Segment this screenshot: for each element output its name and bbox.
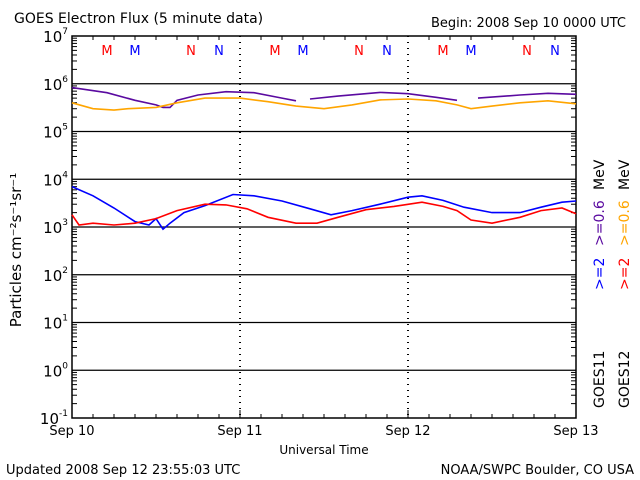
legend-goes12: GOES12 >=2 >=0.6 MeV xyxy=(617,159,633,408)
x-tick-label: Sep 12 xyxy=(385,424,430,439)
y-tick-exponent: -1 xyxy=(59,409,68,419)
series-group xyxy=(71,86,577,231)
x-tick-label: Sep 13 xyxy=(553,424,598,439)
orbit-marker: N xyxy=(186,44,196,59)
begin-label: Begin: 2008 Sep 10 0000 UTC xyxy=(431,16,626,31)
y-tick-label: 101 xyxy=(43,314,68,333)
y-tick-label: 104 xyxy=(43,170,68,189)
x-tick-label: Sep 11 xyxy=(217,424,262,439)
orbit-marker: N xyxy=(550,44,560,59)
legend-goes11-unit: MeV xyxy=(592,159,608,190)
grid: 107 106 105 104 103 102 101 100 1 0 -1 Sep 10 Sep 11… xyxy=(40,27,599,439)
y-tick-exponent: 0 xyxy=(62,361,68,371)
chart-title: GOES Electron Flux (5 minute data) xyxy=(14,11,263,27)
orbit-marker: M xyxy=(297,44,308,59)
y-tick-label: 102 xyxy=(43,266,68,285)
series-line-goes11-2-mev xyxy=(71,185,577,231)
x-axis-label: Universal Time xyxy=(279,443,368,457)
series-line-goes12-0-6-mev xyxy=(71,97,577,111)
y-tick-exponent: 3 xyxy=(62,218,68,228)
y-tick-label: 100 xyxy=(43,361,68,380)
y-tick-exponent: 5 xyxy=(62,123,68,133)
legend-goes12-e2: >=0.6 xyxy=(617,200,633,246)
y-tick-exponent: 7 xyxy=(62,27,68,37)
orbit-marker: M xyxy=(437,44,448,59)
series-line-goes12-2-mev xyxy=(71,201,577,226)
orbit-marker: N xyxy=(354,44,364,59)
legend-goes12-sat: GOES12 xyxy=(617,351,633,408)
orbit-marker: N xyxy=(382,44,392,59)
y-tick-exponent: 2 xyxy=(62,266,68,276)
legend-goes11-e1: >=2 xyxy=(592,258,608,290)
orbit-marker: M xyxy=(129,44,140,59)
legend-goes11-e2: >=0.6 xyxy=(592,200,608,246)
orbit-marker: M xyxy=(465,44,476,59)
y-axis-label: Particles cm⁻²s⁻¹sr⁻¹ xyxy=(7,173,25,327)
y-tick-exponent: 1 xyxy=(62,314,68,324)
legend-goes12-e1: >=2 xyxy=(617,258,633,290)
y-tick-label: 105 xyxy=(43,123,68,142)
orbit-marker: N xyxy=(214,44,224,59)
orbit-marker: M xyxy=(269,44,280,59)
y-tick-label: 107 xyxy=(43,27,68,46)
legend-goes11: GOES11 >=2 >=0.6 MeV xyxy=(592,159,608,408)
y-tick-exponent: 4 xyxy=(62,170,68,180)
y-tick-label: 103 xyxy=(43,218,68,237)
orbit-marker: N xyxy=(522,44,532,59)
x-tick-label: Sep 10 xyxy=(49,424,94,439)
updated-timestamp: Updated 2008 Sep 12 23:55:03 UTC xyxy=(6,463,240,478)
legend-goes12-unit: MeV xyxy=(617,159,633,190)
orbit-marker: M xyxy=(101,44,112,59)
y-tick-exponent: 6 xyxy=(62,75,68,85)
credit-label: NOAA/SWPC Boulder, CO USA xyxy=(441,463,634,478)
y-tick-label: 106 xyxy=(43,75,68,94)
legend-goes11-sat: GOES11 xyxy=(592,351,608,408)
